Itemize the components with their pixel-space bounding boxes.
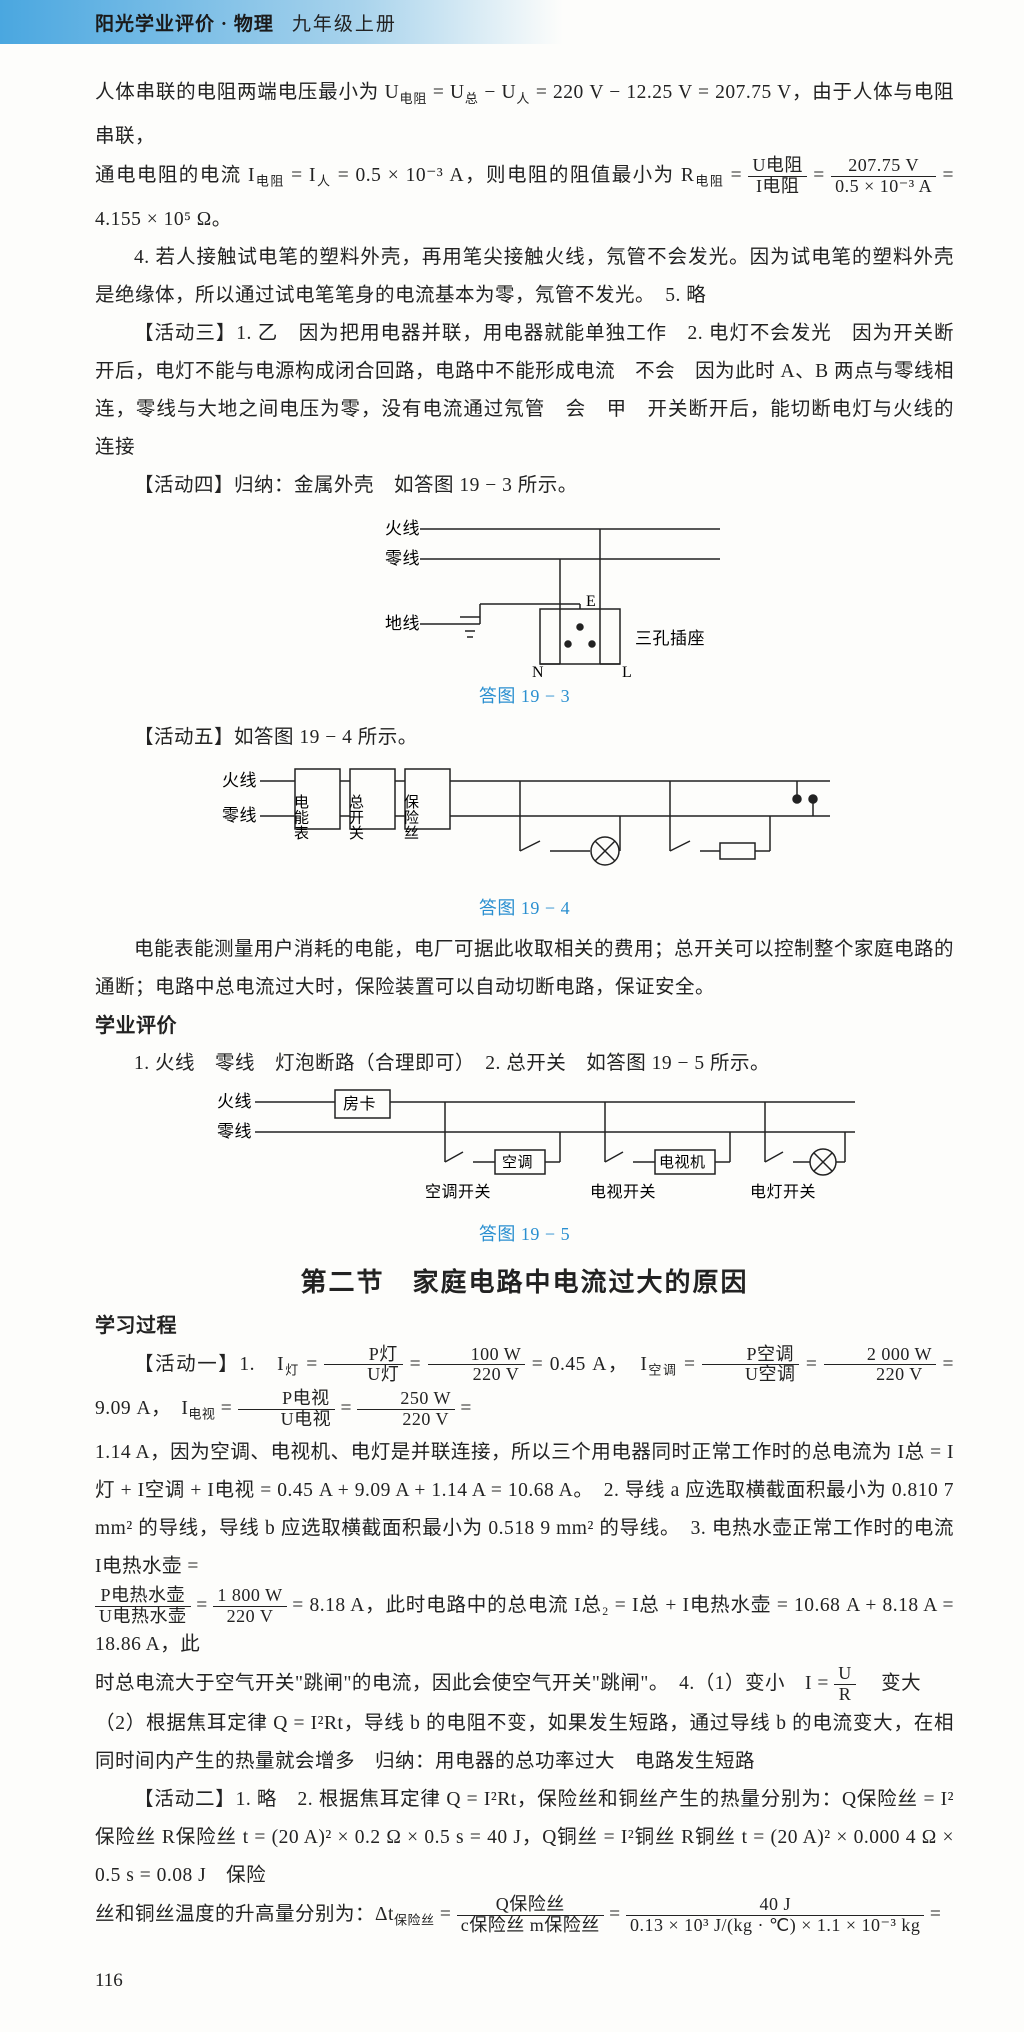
circuit-19-5: 火线 零线 房卡 空调 电视机 空调开关 电视开关 电灯开关 [175,1087,875,1217]
svg-text:零线: 零线 [217,1122,252,1141]
svg-text:总开关: 总开关 [347,794,364,841]
frac1: U电阻I电阻 [748,156,807,197]
p11: P电热水壶U电热水壶 = 1 800 W220 V = 8.18 A，此时电路中… [95,1586,954,1665]
fig1-cap: 答图 19 − 3 [95,677,954,715]
p10: 1.14 A，因为空调、电视机、电灯是并联连接，所以三个用电器同时正常工作时的总… [95,1434,954,1586]
svg-text:零线: 零线 [222,806,257,825]
txt: = [731,165,749,186]
page: 阳光学业评价 · 物理 九年级上册 人体串联的电阻两端电压最小为 U电阻 = U… [0,0,1024,2032]
txt: 人体串联的电阻两端电压最小为 U [95,82,399,103]
circuit-19-3: 火线 零线 地线 E N L 三孔插座 [310,509,740,679]
svg-text:电视机: 电视机 [659,1154,706,1171]
frac2: 207.75 V0.5 × 10⁻³ A [831,156,936,197]
svg-text:火线: 火线 [217,1092,252,1111]
txt: = I [291,165,316,186]
p6: 【活动五】如答图 19 − 4 所示。 [95,719,954,757]
svg-text:电灯开关: 电灯开关 [750,1183,816,1201]
txt: = [813,165,831,186]
p3: 4. 若人接触试电笔的塑料外壳，再用笔尖接触火线，氖管不会发光。因为试电笔的塑料… [95,239,954,315]
txt: − U [484,82,516,103]
p13: （2）根据焦耳定律 Q = I²Rt，导线 b 的电阻不变，如果发生短路，通过导… [95,1705,954,1781]
figure-19-4: 火线 零线 电能表 总开关 保险丝 答图 19 − 4 [95,761,954,927]
p12: 时总电流大于空气开关"跳闸"的电流，因此会使空气开关"跳闸"。 4.（1）变小 … [95,1664,954,1705]
svg-text:火线: 火线 [222,771,257,790]
circuit-19-4: 火线 零线 电能表 总开关 保险丝 [200,761,850,891]
page-number: 116 [95,1970,1024,1992]
svg-text:电能表: 电能表 [292,794,309,841]
header: 阳光学业评价 · 物理 九年级上册 [0,0,1024,44]
svg-text:房卡: 房卡 [343,1095,376,1113]
grade: 九年级上册 [292,9,397,36]
book-title: 阳光学业评价 · 物理 [95,9,274,36]
svg-text:三孔插座: 三孔插座 [635,629,705,648]
p14: 【活动二】1. 略 2. 根据焦耳定律 Q = I²Rt，保险丝和铜丝产生的热量… [95,1781,954,1895]
section-title: 第二节 家庭电路中电流过大的原因 [95,1263,954,1301]
content: 人体串联的电阻两端电压最小为 U电阻 = U总 − U人 = 220 V − 1… [0,44,1024,1940]
svg-text:空调: 空调 [502,1154,533,1171]
p5: 【活动四】归纳：金属外壳 如答图 19 − 3 所示。 [95,467,954,505]
txt: = U [433,82,465,103]
p1: 人体串联的电阻两端电压最小为 U电阻 = U总 − U人 = 220 V − 1… [95,74,954,156]
h2: 学习过程 [95,1307,954,1345]
svg-text:电视开关: 电视开关 [590,1183,656,1201]
p2: 通电电阻的电流 I电阻 = I人 = 0.5 × 10⁻³ A，则电阻的阻值最小… [95,156,954,239]
svg-text:火线: 火线 [385,519,420,538]
svg-text:L: L [622,664,632,679]
h1: 学业评价 [95,1007,954,1045]
svg-text:空调开关: 空调开关 [425,1183,491,1201]
svg-text:保险丝: 保险丝 [402,794,419,841]
svg-text:E: E [586,593,596,610]
p8: 1. 火线 零线 灯泡断路（合理即可） 2. 总开关 如答图 19 − 5 所示… [95,1045,954,1083]
p4: 【活动三】1. 乙 因为把用电器并联，用电器就能单独工作 2. 电灯不会发光 因… [95,315,954,467]
fig2-cap: 答图 19 − 4 [95,889,954,927]
fig3-cap: 答图 19 − 5 [95,1215,954,1253]
txt: = 0.5 × 10⁻³ A，则电阻的阻值最小为 R [338,165,695,186]
p15: 丝和铜丝温度的升高量分别为：Δt保险丝 = Q保险丝c保险丝 m保险丝 = 40… [95,1895,954,1940]
txt: 通电电阻的电流 I [95,165,255,186]
figure-19-5: 火线 零线 房卡 空调 电视机 空调开关 电视开关 电灯开关 答图 19 − 5 [95,1087,954,1253]
figure-19-3: 火线 零线 地线 E N L 三孔插座 答图 19 − 3 [95,509,954,715]
p9: 【活动一】1. I灯 = P灯U灯 = 100 W220 V = 0.45 A，… [95,1345,954,1434]
svg-text:地线: 地线 [385,614,420,633]
svg-text:零线: 零线 [385,549,420,568]
p7: 电能表能测量用户消耗的电能，电厂可据此收取相关的费用；总开关可以控制整个家庭电路… [95,931,954,1007]
